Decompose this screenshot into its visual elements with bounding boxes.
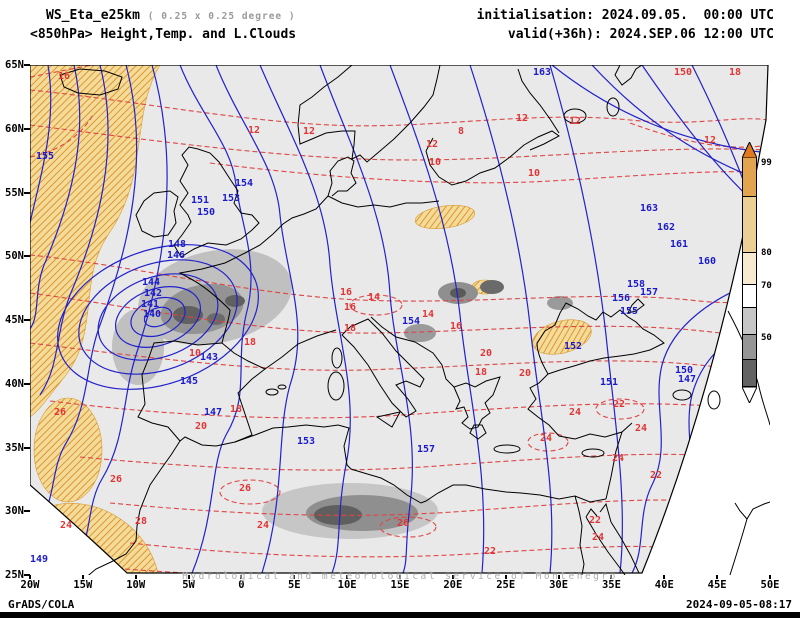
creation-timestamp: 2024-09-05-08:17 [686,598,792,611]
page-subtitle: <850hPa> Height,Temp. and L.Clouds [30,27,297,42]
grads-credit: GrADS/COLA [8,598,75,611]
colorbar-segment [742,307,757,335]
colorbar-tick-label: 70 [761,281,772,291]
colorbar-segment [742,359,757,387]
lat-tick-label: 65N [5,59,24,71]
lat-tick-label: 30N [5,505,24,518]
lat-tick-label: 50N [5,250,24,263]
map-plot-area [30,65,770,575]
initialisation-time: initialisation: 2024.09.05. 00:00 UTC [476,8,774,23]
colorbar-tick-label: 80 [761,248,772,258]
lat-tick-label: 60N [5,122,24,135]
colorbar-arrow-up-icon [742,142,757,158]
basemap-svg [30,65,770,575]
bottom-black-bar [0,612,800,618]
lat-tick-label: 55N [5,186,24,199]
colorbar-segments [742,157,757,387]
colorbar-tick-label: 50 [761,333,772,343]
colorbar-arrow-down-icon [742,387,757,403]
resolution-note: ( 0.25 x 0.25 degree ) [147,11,296,22]
watermark: Hydrological and meteorological service … [182,571,618,582]
colorbar-segment [742,284,757,308]
lat-tick-label: 40N [5,377,24,390]
page-title: WS_Eta_e25km ( 0.25 x 0.25 degree ) [46,8,296,23]
colorbar: 99 80 70 50 [742,142,772,403]
valid-time: valid(+36h): 2024.SEP.06 12:00 UTC [507,27,774,42]
model-name: WS_Eta_e25km [46,8,140,23]
lat-tick-label: 35N [5,441,24,454]
orange-hatch-areas [30,65,592,573]
colorbar-tick-label: 99 [761,158,772,168]
colorbar-segment [742,334,757,360]
colorbar-segment [742,196,757,253]
cloud-shading [112,249,573,539]
colorbar-segment [742,157,757,197]
coastlines [59,65,770,575]
lat-tick-label: 45N [5,314,24,326]
colorbar-segment [742,252,757,285]
temperature-contours [30,65,768,573]
